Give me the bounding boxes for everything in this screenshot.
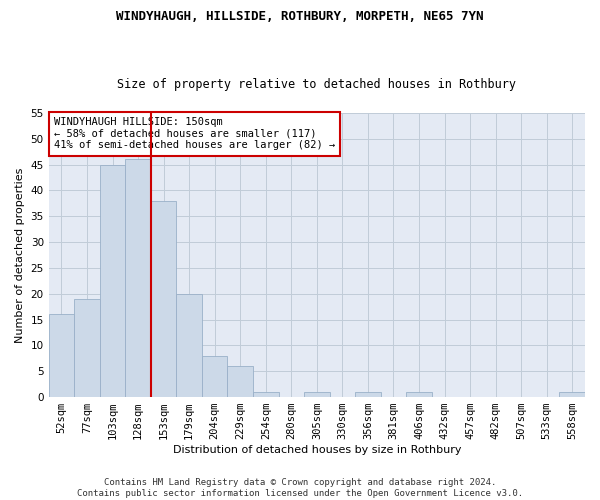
Bar — [559, 392, 585, 397]
Bar — [202, 356, 227, 397]
Bar — [100, 164, 125, 397]
Text: WINDYHAUGH, HILLSIDE, ROTHBURY, MORPETH, NE65 7YN: WINDYHAUGH, HILLSIDE, ROTHBURY, MORPETH,… — [116, 10, 484, 23]
Bar — [253, 392, 278, 397]
X-axis label: Distribution of detached houses by size in Rothbury: Distribution of detached houses by size … — [173, 445, 461, 455]
Text: WINDYHAUGH HILLSIDE: 150sqm
← 58% of detached houses are smaller (117)
41% of se: WINDYHAUGH HILLSIDE: 150sqm ← 58% of det… — [54, 118, 335, 150]
Text: Contains HM Land Registry data © Crown copyright and database right 2024.
Contai: Contains HM Land Registry data © Crown c… — [77, 478, 523, 498]
Y-axis label: Number of detached properties: Number of detached properties — [15, 168, 25, 342]
Title: Size of property relative to detached houses in Rothbury: Size of property relative to detached ho… — [118, 78, 517, 91]
Bar — [355, 392, 380, 397]
Bar — [151, 201, 176, 397]
Bar — [49, 314, 74, 397]
Bar — [406, 392, 432, 397]
Bar — [125, 160, 151, 397]
Bar — [176, 294, 202, 397]
Bar — [74, 299, 100, 397]
Bar — [227, 366, 253, 397]
Bar — [304, 392, 329, 397]
